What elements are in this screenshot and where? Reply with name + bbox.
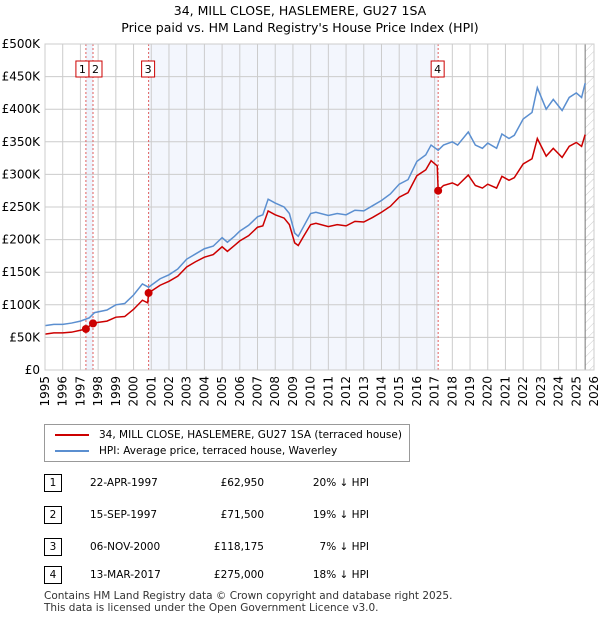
y-tick-label: £150K (2, 265, 42, 279)
sale-label-number: 4 (434, 63, 441, 76)
y-tick-label: £100K (2, 298, 42, 312)
sale-row: 1 22-APR-1997 £62,950 20% ↓ HPI (44, 474, 464, 494)
y-tick-label: £250K (2, 200, 42, 214)
x-tick-label: 1996 (56, 376, 70, 407)
y-tick-label: £0 (25, 363, 40, 377)
y-tick-label: £50K (9, 330, 41, 344)
x-tick-label: 1995 (38, 376, 52, 407)
sale-label-3: 3 (141, 60, 156, 78)
x-tick-label: 2008 (268, 376, 282, 407)
footer-licence: This data is licensed under the Open Gov… (44, 602, 379, 614)
sale-label-number: 2 (92, 63, 99, 76)
x-tick-label: 2020 (481, 376, 495, 407)
x-tick-label: 2017 (428, 376, 442, 407)
x-tick-label: 1997 (73, 376, 87, 407)
sale-label-box (88, 60, 103, 78)
sale-point (81, 324, 90, 333)
y-tick-label: £200K (2, 233, 42, 247)
y-tick-label: £500K (2, 37, 42, 51)
x-tick-label: 2018 (445, 376, 459, 407)
x-tick-label: 2014 (374, 376, 388, 407)
sale-hpi-diff: 7% ↓ HPI (319, 541, 369, 553)
x-tick-label: 2005 (215, 376, 229, 407)
sale-label-2: 2 (88, 60, 103, 78)
x-tick-label: 2013 (357, 376, 371, 407)
legend-label: HPI: Average price, terraced house, Wave… (99, 445, 338, 457)
x-tick-label: 2011 (321, 376, 335, 407)
y-tick-label: £350K (2, 135, 42, 149)
x-tick-label: 2012 (339, 376, 353, 407)
sale-date: 15-SEP-1997 (90, 509, 158, 521)
x-tick-label: 2002 (162, 376, 176, 407)
x-tick-label: 2010 (304, 376, 318, 407)
sale-hpi-diff: 20% ↓ HPI (312, 477, 369, 489)
y-tick-label: £400K (2, 102, 42, 116)
x-tick-label: 2004 (197, 376, 211, 407)
plot-border (44, 43, 595, 371)
legend: 34, MILL CLOSE, HASLEMERE, GU27 1SA (ter… (44, 424, 410, 462)
price-chart: £0 £50K £100K £150K £200K £250K £300K £350K £400… (2, 37, 600, 407)
sale-label-number: 3 (145, 63, 152, 76)
sale-date: 13-MAR-2017 (90, 569, 161, 581)
y-tick-label: £450K (2, 70, 42, 84)
x-tick-label: 2001 (144, 376, 158, 407)
x-tick-label: 2023 (534, 376, 548, 407)
legend-line-blue (55, 450, 89, 452)
sale-hpi-diff: 19% ↓ HPI (312, 509, 369, 521)
x-tick-label: 2003 (180, 376, 194, 407)
sale-number: 3 (44, 538, 62, 556)
footer-copyright: Contains HM Land Registry data © Crown c… (44, 590, 453, 602)
x-tick-label: 2016 (410, 376, 424, 407)
sale-point (88, 319, 97, 328)
legend-item-hpi: HPI: Average price, terraced house, Wave… (55, 445, 337, 457)
sale-label-box (430, 60, 445, 78)
x-tick-label: 2007 (251, 376, 265, 407)
sale-label-number: 1 (79, 63, 86, 76)
sale-row: 3 06-NOV-2000 £118,175 7% ↓ HPI (44, 538, 464, 558)
sale-number: 4 (44, 566, 62, 584)
sale-label-1: 1 (75, 60, 90, 78)
x-tick-label: 2021 (498, 376, 512, 407)
x-tick-label: 2000 (127, 376, 141, 407)
sale-label-box (141, 60, 156, 78)
sale-price: £62,950 (220, 477, 264, 489)
x-tick-label: 2006 (233, 376, 247, 407)
series-line-property (44, 134, 586, 335)
x-tick-label: 2019 (463, 376, 477, 407)
x-tick-label: 1998 (91, 376, 105, 407)
sale-price: £118,175 (213, 541, 264, 553)
sale-point (144, 288, 153, 297)
sale-number: 1 (44, 474, 62, 492)
x-tick-label: 2024 (552, 376, 566, 407)
x-tick-label: 2026 (587, 376, 600, 407)
legend-label: 34, MILL CLOSE, HASLEMERE, GU27 1SA (ter… (99, 429, 402, 441)
x-tick-label: 2025 (569, 376, 583, 407)
sale-row: 4 13-MAR-2017 £275,000 18% ↓ HPI (44, 566, 464, 586)
series-line-hpi (44, 82, 586, 327)
chart-title: 34, MILL CLOSE, HASLEMERE, GU27 1SA (173, 3, 427, 18)
x-tick-label: 2022 (516, 376, 530, 407)
y-tick-label: £300K (2, 167, 42, 181)
sale-price: £275,000 (213, 569, 264, 581)
sale-price: £71,500 (220, 509, 264, 521)
sale-label-4: 4 (430, 60, 445, 78)
sale-hpi-diff: 18% ↓ HPI (312, 569, 369, 581)
sale-number: 2 (44, 506, 62, 524)
legend-item-property: 34, MILL CLOSE, HASLEMERE, GU27 1SA (ter… (55, 429, 402, 441)
sale-row: 2 15-SEP-1997 £71,500 19% ↓ HPI (44, 506, 464, 526)
x-tick-label: 1999 (109, 376, 123, 407)
sale-point (434, 186, 443, 195)
sale-date: 06-NOV-2000 (90, 541, 161, 553)
x-tick-label: 2009 (286, 376, 300, 407)
legend-line-red (55, 434, 89, 436)
sale-date: 22-APR-1997 (90, 477, 158, 489)
chart-subtitle: Price paid vs. HM Land Registry's House … (121, 20, 479, 35)
x-tick-label: 2015 (392, 376, 406, 407)
